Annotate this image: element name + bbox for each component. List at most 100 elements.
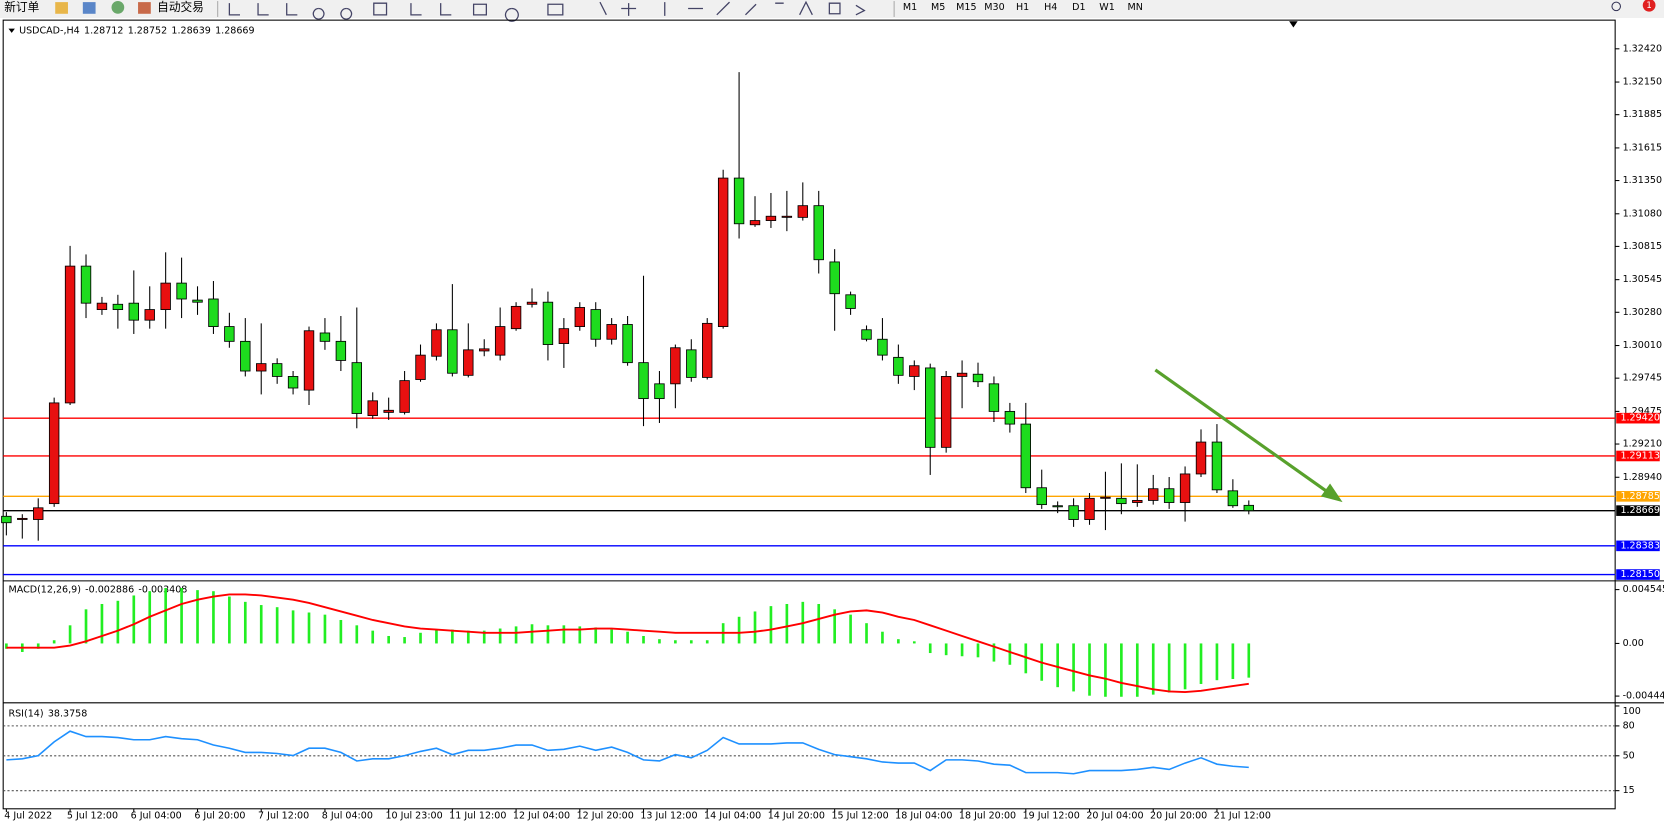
y-tick-label: 1.29475 <box>1623 406 1662 417</box>
candle-body <box>112 303 124 311</box>
candle-body <box>1211 441 1223 491</box>
timeframe-button[interactable]: M30 <box>984 2 1004 13</box>
y-tick-label: 1.30280 <box>1623 307 1662 318</box>
y-tick-label: 1.30010 <box>1623 340 1662 351</box>
candle-body <box>335 340 347 361</box>
macd-bar <box>689 640 693 644</box>
arrow-head <box>1320 483 1343 503</box>
macd-bar <box>1247 643 1251 678</box>
macd-bar <box>865 623 868 644</box>
macd-bar <box>1056 643 1059 688</box>
macd-signal: -0.003408 <box>138 584 187 595</box>
candle-body <box>208 298 219 327</box>
plot-layer: 1.32420 1.32150 1.31885 1.31615 1.31350 1.310… <box>1 43 1664 822</box>
price-label: 1.28669 <box>1620 505 1659 516</box>
macd-bar <box>881 631 884 644</box>
macd-bar <box>371 630 375 644</box>
macd-bar <box>212 591 215 644</box>
macd-bar <box>705 640 709 644</box>
macd-bar <box>180 587 183 644</box>
x-tick-label: 19 Jul 12:00 <box>1023 811 1080 822</box>
x-tick-label: 7 Jul 12:00 <box>258 811 309 822</box>
toolbar: 新订单 自动交易 1 M1 M5 M15 M30 H1 H4 D1 W1 MN <box>0 0 1664 22</box>
candle-body <box>176 282 187 300</box>
timeframe-button[interactable]: M1 <box>903 2 917 13</box>
macd-bar <box>1024 643 1028 674</box>
x-tick-label: 14 Jul 20:00 <box>768 811 825 822</box>
candle-body <box>510 305 522 330</box>
macd-bar <box>1151 643 1155 695</box>
rsi-title: RSI(14) <box>8 708 43 719</box>
x-tick-label: 4 Jul 2022 <box>4 811 52 822</box>
candle-body <box>33 507 44 520</box>
macd-bar <box>52 640 56 644</box>
macd-bar <box>1104 643 1107 697</box>
y-tick-label: 100 <box>1623 706 1641 717</box>
x-tick-label: 6 Jul 20:00 <box>194 811 245 822</box>
y-tick-label: 1.31885 <box>1623 109 1662 120</box>
timeframe-button[interactable]: H4 <box>1044 2 1057 13</box>
macd-bar <box>419 632 422 644</box>
candle-body <box>479 348 490 352</box>
timeframe-button[interactable]: H1 <box>1016 2 1029 13</box>
notification-badge[interactable] <box>1642 0 1656 12</box>
macd-bar <box>5 643 8 649</box>
macd-bar <box>259 605 263 644</box>
candle-body <box>606 324 617 340</box>
timeframe-button[interactable]: M5 <box>931 2 945 13</box>
candle-body <box>988 383 1000 412</box>
macd-bar <box>498 628 502 644</box>
candle-body <box>972 373 984 383</box>
candle-body <box>686 349 697 378</box>
macd-bar <box>833 609 836 644</box>
price-label: 1.28383 <box>1620 540 1659 551</box>
timeframe-button[interactable]: M15 <box>956 2 976 13</box>
macd-bar <box>753 611 757 644</box>
macd-title: MACD(12,26,9) <box>8 584 80 595</box>
macd-bar <box>817 603 821 644</box>
macd-bar <box>291 610 295 644</box>
candle-body <box>940 376 952 448</box>
macd-bar <box>562 625 566 644</box>
timeframe-button[interactable]: MN <box>1127 2 1142 13</box>
macd-bar <box>228 596 231 644</box>
icon <box>82 2 96 14</box>
macd-bar <box>1231 643 1235 679</box>
macd-bar <box>785 603 789 644</box>
x-tick-label: 21 Jul 12:00 <box>1214 811 1271 822</box>
candle-body <box>256 363 267 372</box>
close: 1.28669 <box>215 25 254 36</box>
macd-bar <box>992 643 996 662</box>
macd-bar <box>626 631 629 644</box>
y-tick-label: 15 <box>1623 785 1635 796</box>
timeframe-button[interactable]: D1 <box>1072 2 1085 13</box>
macd-bar <box>116 600 120 644</box>
macd-bar <box>976 643 980 658</box>
x-tick-label: 8 Jul 04:00 <box>322 811 373 822</box>
candle-body <box>1243 504 1254 512</box>
y-tick-label: -0.004443 <box>1623 691 1664 702</box>
price-label: 1.29113 <box>1620 450 1659 461</box>
macd-header: MACD(12,26,9) -0.002886 -0.003408 <box>8 584 187 595</box>
x-tick-label: 18 Jul 04:00 <box>895 811 952 822</box>
candle-body <box>1004 410 1016 425</box>
y-tick-label: 1.29745 <box>1623 373 1662 384</box>
x-tick-label: 11 Jul 12:00 <box>449 811 506 822</box>
chart-frame <box>2 19 1616 810</box>
shift-marker <box>1289 21 1298 28</box>
auto-trading-button[interactable]: 自动交易 <box>157 0 204 14</box>
macd-bar <box>1183 643 1187 690</box>
macd-bar <box>196 590 199 644</box>
candle-body <box>861 329 872 340</box>
price-label-box <box>1616 450 1660 462</box>
new-order-button[interactable]: 新订单 <box>4 0 39 14</box>
candle-body <box>1020 423 1032 489</box>
timeframe-button[interactable]: W1 <box>1099 2 1115 13</box>
search-icon[interactable] <box>1611 1 1621 12</box>
macd-bar <box>944 643 948 656</box>
macd-bar <box>1088 643 1091 696</box>
